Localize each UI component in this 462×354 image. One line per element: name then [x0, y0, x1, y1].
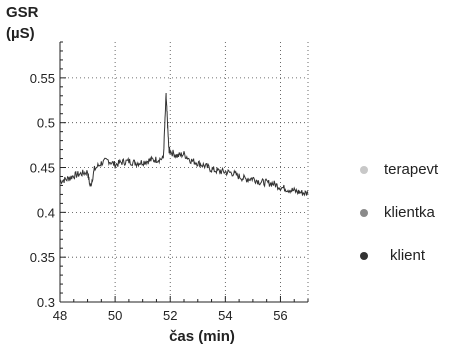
- legend-item-klientka: klientka: [360, 191, 438, 234]
- legend-dot-terapevt: [360, 165, 368, 174]
- x-tick-label: 52: [163, 308, 177, 323]
- y-tick-label: 0.35: [30, 250, 55, 265]
- legend-label-terapevt: terapevt: [384, 161, 439, 178]
- legend-label-klientka: klientka: [384, 204, 435, 221]
- x-tick-label: 48: [53, 308, 67, 323]
- y-tick-label: 0.4: [37, 205, 55, 220]
- y-tick-label: 0.3: [37, 295, 55, 310]
- y-axis-title-line-2: (µS): [6, 25, 35, 42]
- axes: [59, 41, 309, 303]
- x-tick-label: 50: [108, 308, 122, 323]
- y-axis-title-line-1: GSR: [6, 4, 39, 21]
- legend-label-klient: klient: [390, 247, 426, 264]
- tick-labels: 48 50 52 54 56 0.3 0.35 0.4 0.45 0.5 0.55: [30, 71, 288, 323]
- y-tick-label: 0.5: [37, 116, 55, 131]
- series-line-klient: [59, 92, 309, 197]
- legend-item-terapevt: terapevt: [360, 148, 438, 191]
- y-tick-label: 0.45: [30, 161, 55, 176]
- x-tick-label: 56: [273, 308, 287, 323]
- x-axis-title: čas (min): [169, 328, 235, 345]
- grid-lines: [59, 42, 309, 303]
- legend: terapevt klientka klient: [360, 148, 438, 277]
- x-tick-label: 54: [218, 308, 232, 323]
- legend-dot-klient: [360, 251, 368, 260]
- y-axis-title: GSR (µS): [6, 2, 39, 44]
- legend-item-klient: klient: [360, 234, 438, 277]
- series-lines: [59, 92, 309, 197]
- legend-dot-klientka: [360, 208, 368, 217]
- y-tick-label: 0.55: [30, 71, 55, 86]
